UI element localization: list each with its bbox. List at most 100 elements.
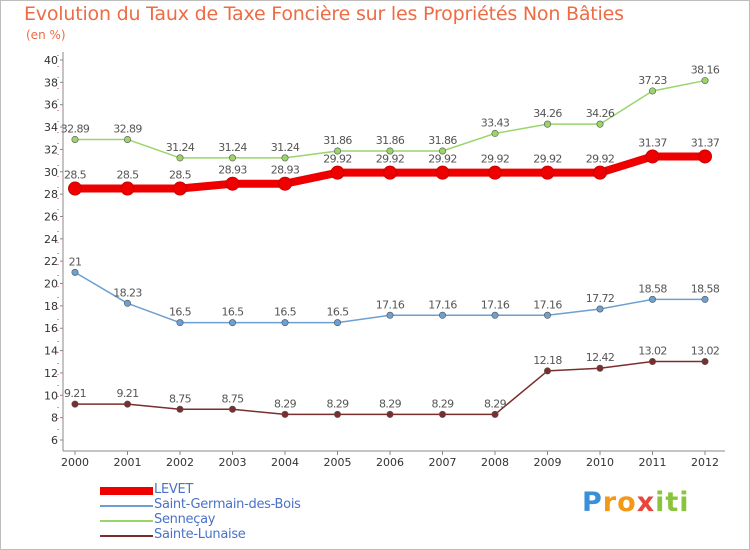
y-tick-label: 6 bbox=[51, 434, 58, 447]
data-label-levet: 29.92 bbox=[533, 153, 562, 166]
data-point-levet bbox=[225, 176, 240, 191]
data-label-saint-germain-des-bois: 17.16 bbox=[428, 298, 457, 311]
data-point-sainte-lunaise bbox=[176, 405, 184, 413]
y-tick-label: 18 bbox=[44, 300, 58, 313]
x-tick-label: 2012 bbox=[691, 456, 719, 469]
data-label-levet: 31.37 bbox=[691, 136, 720, 149]
data-point-levet bbox=[435, 165, 450, 180]
legend-label: Sainte-Lunaise bbox=[154, 527, 246, 542]
data-label-sennecay: 32.89 bbox=[61, 122, 90, 135]
data-point-saint-germain-des-bois bbox=[596, 305, 604, 313]
x-tick-label: 2007 bbox=[429, 456, 457, 469]
x-tick-label: 2006 bbox=[376, 456, 404, 469]
data-point-saint-germain-des-bois bbox=[333, 319, 341, 327]
data-label-levet: 28.93 bbox=[271, 164, 300, 177]
legend-item-sennecay: Senneçay bbox=[100, 512, 400, 528]
data-label-sennecay: 34.26 bbox=[533, 107, 562, 120]
proxiti-logo: Proxiti bbox=[582, 487, 690, 518]
data-label-saint-germain-des-bois: 16.5 bbox=[326, 306, 349, 319]
data-label-saint-germain-des-bois: 18.23 bbox=[113, 286, 142, 299]
data-point-saint-germain-des-bois bbox=[701, 295, 709, 303]
data-point-levet bbox=[383, 165, 397, 180]
data-label-saint-germain-des-bois: 16.5 bbox=[274, 306, 297, 319]
data-point-saint-germain-des-bois bbox=[543, 311, 551, 319]
data-point-sennecay bbox=[281, 154, 289, 162]
y-tick-label: 40 bbox=[44, 54, 58, 67]
y-tick-label: 36 bbox=[44, 99, 58, 112]
data-label-sainte-lunaise: 13.02 bbox=[638, 345, 667, 358]
y-tick-label: 10 bbox=[44, 389, 58, 402]
data-point-levet bbox=[278, 176, 292, 191]
y-axis-unit: (en %) bbox=[26, 28, 66, 42]
data-label-sennecay: 38.16 bbox=[691, 64, 720, 77]
x-tick-label: 2011 bbox=[639, 456, 667, 469]
y-tick-label: 30 bbox=[44, 166, 58, 179]
data-point-saint-germain-des-bois bbox=[71, 268, 79, 276]
data-point-sennecay bbox=[491, 129, 499, 137]
data-point-sainte-lunaise bbox=[71, 400, 79, 408]
y-tick-label: 14 bbox=[44, 345, 58, 358]
data-point-sainte-lunaise bbox=[438, 410, 446, 418]
data-label-sennecay: 32.89 bbox=[113, 122, 142, 135]
data-label-sennecay: 37.23 bbox=[638, 74, 667, 87]
data-label-saint-germain-des-bois: 17.16 bbox=[533, 298, 562, 311]
data-point-sainte-lunaise bbox=[648, 358, 656, 366]
legend-swatch bbox=[100, 505, 153, 507]
data-point-levet bbox=[540, 165, 555, 180]
data-point-saint-germain-des-bois bbox=[124, 299, 132, 307]
data-point-sainte-lunaise bbox=[543, 367, 551, 375]
data-point-saint-germain-des-bois bbox=[229, 319, 237, 327]
line-chart: 6 8 10 12 14 16 18 20 22 24 26 28 30 32 34 36 38 40 2000 20… bbox=[44, 52, 725, 469]
data-label-saint-germain-des-bois: 17.72 bbox=[586, 292, 615, 305]
data-point-sainte-lunaise bbox=[229, 405, 237, 413]
data-label-levet: 29.92 bbox=[586, 153, 615, 166]
data-label-sainte-lunaise: 9.21 bbox=[64, 387, 86, 400]
data-point-sainte-lunaise bbox=[333, 410, 341, 418]
data-point-levet bbox=[330, 165, 345, 180]
data-point-saint-germain-des-bois bbox=[386, 311, 394, 319]
y-tick-label: 24 bbox=[44, 233, 58, 246]
y-tick-label: 38 bbox=[44, 76, 58, 89]
data-point-sainte-lunaise bbox=[596, 364, 604, 372]
data-point-levet bbox=[173, 181, 187, 196]
data-point-levet bbox=[68, 181, 82, 196]
legend-item-sainte-lunaise: Sainte-Lunaise bbox=[100, 527, 400, 543]
data-label-sainte-lunaise: 8.29 bbox=[274, 397, 297, 410]
data-label-levet: 31.37 bbox=[638, 136, 667, 149]
data-point-sainte-lunaise bbox=[491, 410, 499, 418]
data-point-sennecay bbox=[596, 120, 604, 128]
legend-swatch bbox=[100, 520, 153, 522]
legend-label: Senneçay bbox=[154, 512, 216, 527]
data-label-saint-germain-des-bois: 17.16 bbox=[376, 298, 405, 311]
data-point-sainte-lunaise bbox=[124, 400, 132, 408]
x-tick-label: 2002 bbox=[166, 456, 194, 469]
data-label-sainte-lunaise: 8.75 bbox=[221, 392, 244, 405]
y-tick-label: 8 bbox=[51, 412, 58, 425]
data-point-sennecay bbox=[333, 147, 341, 155]
legend-label: LEVET bbox=[154, 482, 194, 497]
data-label-saint-germain-des-bois: 16.5 bbox=[221, 306, 244, 319]
data-label-sainte-lunaise: 8.29 bbox=[431, 397, 454, 410]
y-tick-label: 16 bbox=[44, 322, 58, 335]
data-label-sainte-lunaise: 12.42 bbox=[586, 351, 615, 364]
data-point-sainte-lunaise bbox=[701, 358, 709, 366]
data-label-sainte-lunaise: 9.21 bbox=[116, 387, 138, 400]
data-point-saint-germain-des-bois bbox=[438, 311, 446, 319]
legend-item-levet: LEVET bbox=[100, 482, 400, 498]
data-label-levet: 29.92 bbox=[428, 153, 457, 166]
data-point-levet bbox=[698, 149, 712, 164]
data-label-levet: 28.93 bbox=[218, 164, 247, 177]
data-point-saint-germain-des-bois bbox=[648, 295, 656, 303]
x-tick-label: 2003 bbox=[219, 456, 247, 469]
data-label-saint-germain-des-bois: 18.58 bbox=[638, 282, 667, 295]
data-point-saint-germain-des-bois bbox=[491, 311, 499, 319]
x-tick-label: 2004 bbox=[271, 456, 299, 469]
y-tick-label: 32 bbox=[44, 143, 58, 156]
data-point-levet bbox=[645, 149, 660, 164]
data-label-levet: 29.92 bbox=[481, 153, 510, 166]
x-tick-label: 2009 bbox=[534, 456, 562, 469]
data-point-levet bbox=[593, 165, 607, 180]
x-tick-label: 2005 bbox=[324, 456, 352, 469]
data-point-sennecay bbox=[176, 154, 184, 162]
